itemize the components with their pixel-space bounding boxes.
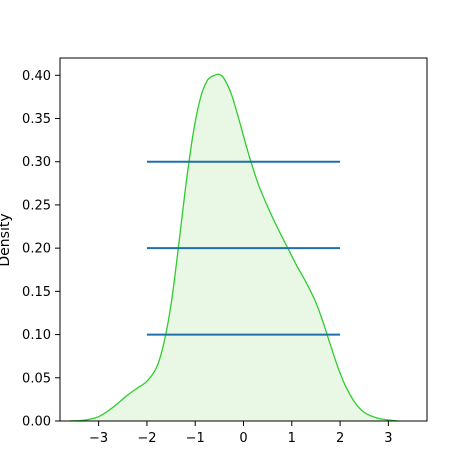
x-tick-label: −1 xyxy=(186,431,205,446)
x-tick-label: −2 xyxy=(137,431,156,446)
y-tick-label: 0.20 xyxy=(22,242,51,257)
y-axis-label: Density xyxy=(0,213,13,266)
x-axis: −3 −2 −1 0 1 2 3 xyxy=(89,421,393,446)
y-tick-label: 0.15 xyxy=(22,285,51,300)
x-tick-label: 3 xyxy=(384,431,392,446)
density-curve xyxy=(69,73,399,422)
y-tick-label: 0.25 xyxy=(22,198,51,213)
x-tick-label: 2 xyxy=(336,431,344,446)
x-tick-label: 1 xyxy=(288,431,296,446)
y-tick-label: 0.30 xyxy=(22,155,51,170)
y-tick-label: 0.40 xyxy=(22,69,51,84)
y-tick-label: 0.00 xyxy=(22,415,51,430)
x-tick-label: 0 xyxy=(239,431,247,446)
y-tick-label: 0.35 xyxy=(22,112,51,127)
y-tick-label: 0.10 xyxy=(22,328,51,343)
x-tick-label: −3 xyxy=(89,431,108,446)
y-axis: 0.00 0.05 0.10 0.15 0.20 0.25 0.30 0.35 0.40 xyxy=(22,69,60,430)
y-tick-label: 0.05 xyxy=(22,371,51,386)
horizontal-lines xyxy=(146,160,341,336)
